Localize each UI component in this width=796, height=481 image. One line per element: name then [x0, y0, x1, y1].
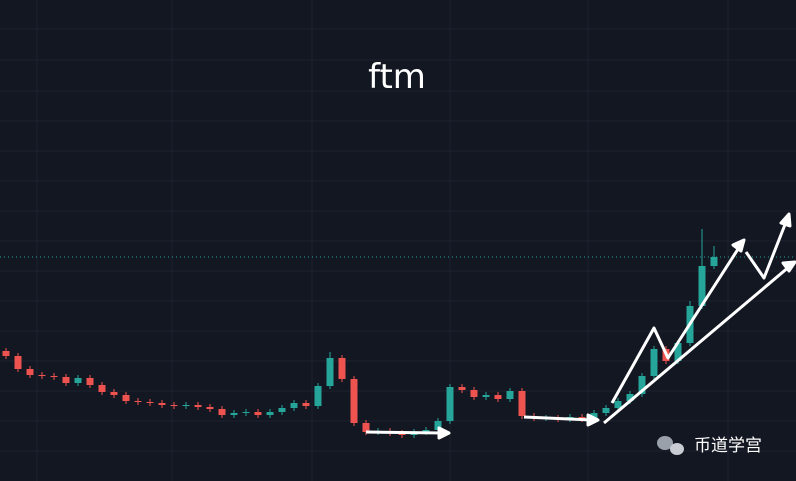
candle-body — [458, 387, 466, 390]
candle-body — [350, 379, 358, 423]
candle-body — [158, 403, 166, 405]
candle-body — [86, 378, 94, 385]
candle-body — [494, 395, 502, 399]
watermark: 币道学宫 — [657, 436, 762, 456]
candle-body — [14, 356, 22, 369]
candle-body — [170, 405, 178, 406]
candle-body — [38, 375, 46, 376]
candle-body — [470, 390, 478, 397]
candle-body — [266, 412, 274, 415]
candle-body — [290, 403, 298, 408]
candle-body — [674, 343, 682, 361]
candle-body — [74, 378, 82, 383]
candle-body — [590, 413, 598, 419]
chart-title: ftm — [368, 57, 426, 97]
candle-body — [218, 409, 226, 415]
candle-body — [506, 391, 514, 399]
candle-body — [482, 395, 490, 397]
candle-body — [194, 405, 202, 407]
candle-body — [302, 403, 310, 406]
candle-body — [62, 377, 70, 383]
candle-body — [122, 395, 130, 401]
candle-body — [698, 266, 706, 306]
candle-body — [206, 407, 214, 409]
candle-body — [602, 408, 610, 413]
candle-body — [50, 376, 58, 377]
candle-body — [518, 391, 526, 416]
candle-body — [710, 257, 718, 266]
candle-body — [254, 412, 262, 415]
candle-body — [626, 394, 634, 401]
candles — [0, 229, 796, 438]
candle-body — [278, 408, 286, 412]
candle-body — [146, 402, 154, 403]
candle-body — [326, 358, 334, 386]
candle-body — [26, 369, 34, 375]
candle-body — [434, 421, 442, 430]
candle-body — [338, 358, 346, 379]
candle-body — [362, 423, 370, 432]
candle-body — [422, 430, 430, 432]
annotation-arrows — [365, 212, 796, 440]
candle-body — [578, 417, 586, 419]
candle-body — [650, 349, 658, 376]
candle-body — [638, 376, 646, 394]
candle-body — [182, 405, 190, 406]
candle-body — [446, 387, 454, 421]
watermark-text: 币道学宫 — [694, 436, 762, 456]
candle-body — [230, 413, 238, 415]
candle-body — [2, 351, 10, 356]
candle-body — [614, 401, 622, 408]
candle-body — [98, 385, 106, 392]
candle-body — [134, 401, 142, 402]
candle-body — [242, 412, 250, 413]
candle-body — [110, 392, 118, 395]
candle-body — [314, 386, 322, 406]
candle-body — [398, 433, 406, 435]
